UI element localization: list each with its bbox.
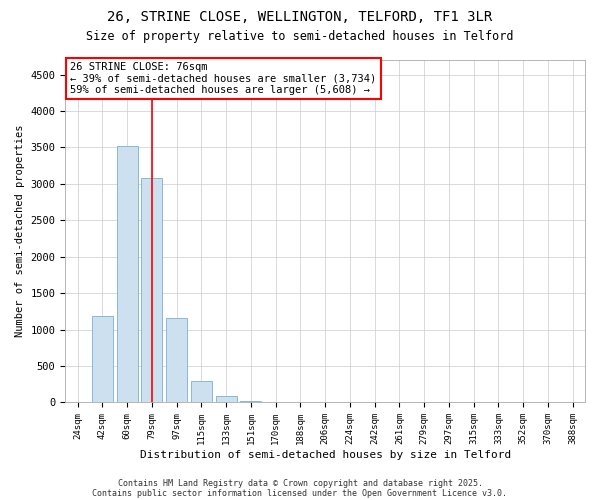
Bar [116, 146, 137, 403]
Bar [92, 316, 113, 402]
Bar [142, 178, 163, 402]
Text: Contains HM Land Registry data © Crown copyright and database right 2025.: Contains HM Land Registry data © Crown c… [118, 478, 482, 488]
Bar [215, 396, 236, 402]
Y-axis label: Number of semi-detached properties: Number of semi-detached properties [15, 125, 25, 338]
Bar [191, 382, 212, 402]
Text: 26, STRINE CLOSE, WELLINGTON, TELFORD, TF1 3LR: 26, STRINE CLOSE, WELLINGTON, TELFORD, T… [107, 10, 493, 24]
Text: Contains public sector information licensed under the Open Government Licence v3: Contains public sector information licen… [92, 488, 508, 498]
Bar [166, 318, 187, 402]
X-axis label: Distribution of semi-detached houses by size in Telford: Distribution of semi-detached houses by … [140, 450, 511, 460]
Text: Size of property relative to semi-detached houses in Telford: Size of property relative to semi-detach… [86, 30, 514, 43]
Text: 26 STRINE CLOSE: 76sqm
← 39% of semi-detached houses are smaller (3,734)
59% of : 26 STRINE CLOSE: 76sqm ← 39% of semi-det… [70, 62, 377, 95]
Bar [241, 400, 262, 402]
